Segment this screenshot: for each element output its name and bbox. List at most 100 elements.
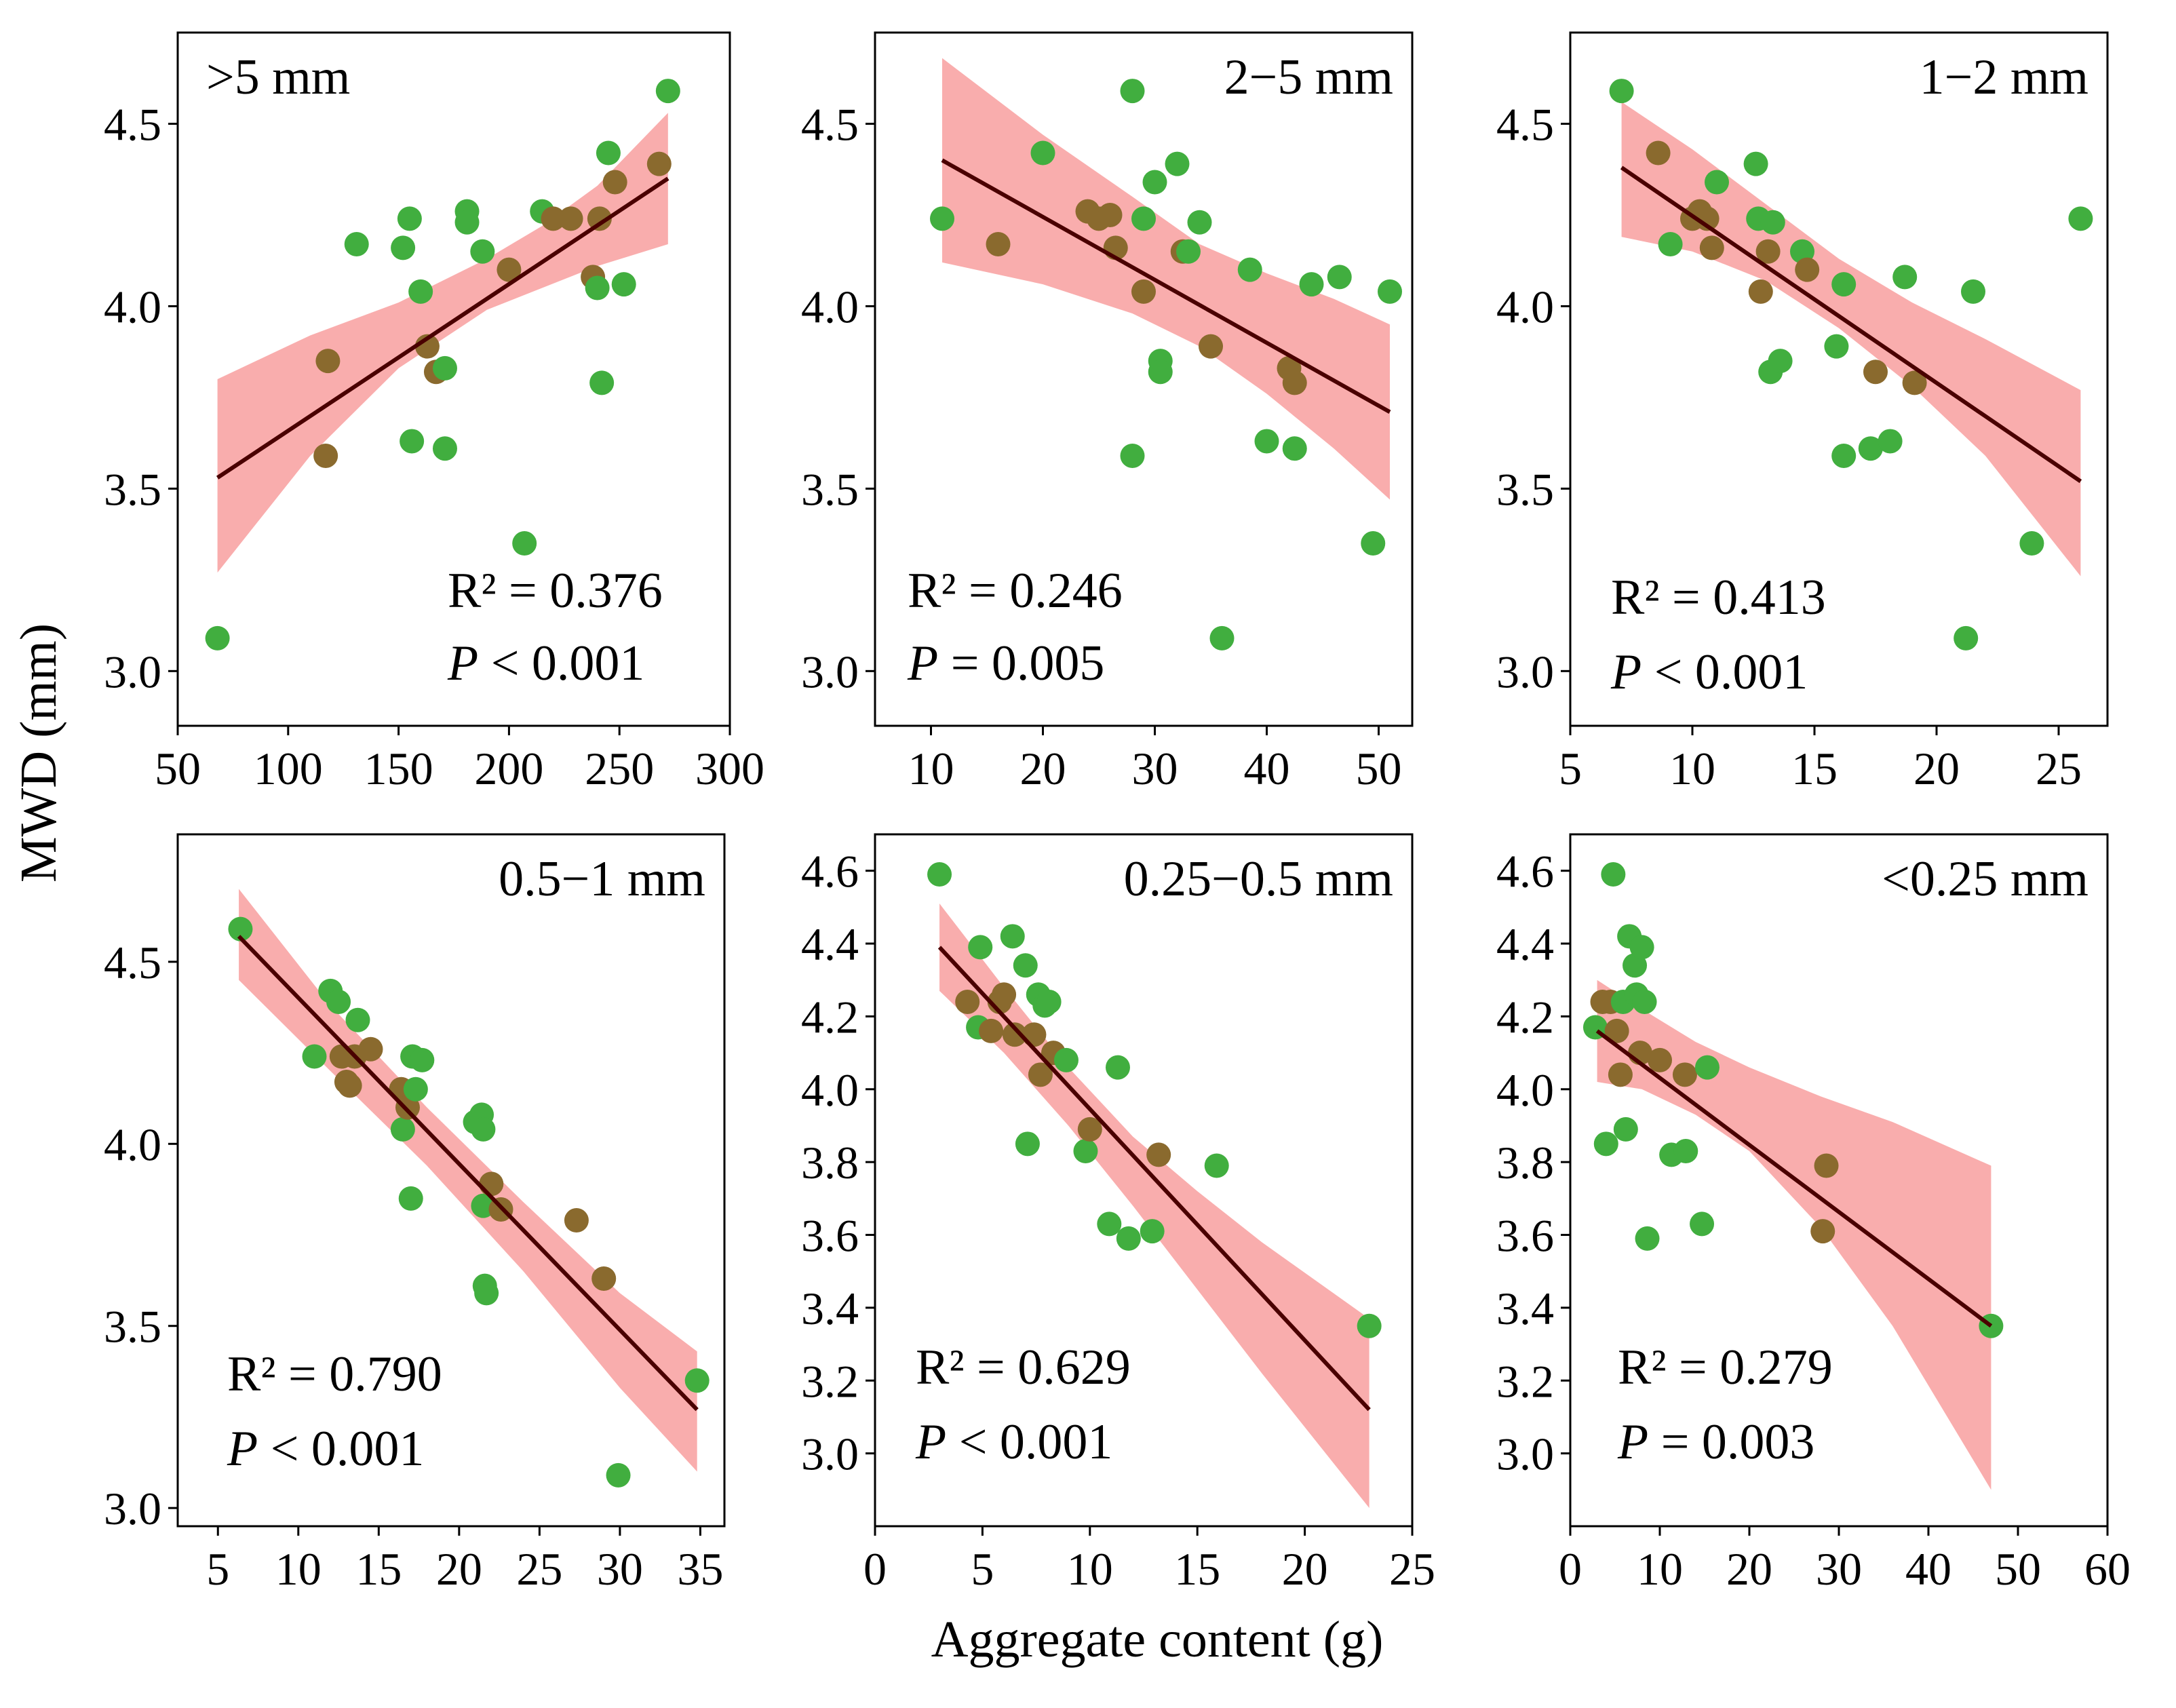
r-squared-label: R² = 0.629 bbox=[916, 1340, 1131, 1395]
data-point bbox=[315, 349, 341, 374]
y-tick-label: 4.5 bbox=[801, 98, 859, 150]
p-value: < 0.001 bbox=[478, 636, 644, 691]
y-tick-label: 3.0 bbox=[1496, 1429, 1554, 1480]
data-point bbox=[326, 989, 351, 1014]
data-point bbox=[2019, 531, 2044, 556]
x-tick-label: 15 bbox=[355, 1543, 402, 1595]
data-point bbox=[1609, 79, 1634, 104]
confidence-band bbox=[1597, 979, 1992, 1490]
data-point bbox=[1361, 531, 1386, 556]
data-point bbox=[397, 206, 422, 231]
data-point bbox=[470, 239, 495, 264]
data-point bbox=[1748, 279, 1773, 304]
data-point bbox=[1831, 443, 1857, 468]
p-value: < 0.001 bbox=[946, 1414, 1112, 1470]
x-tick-label: 5 bbox=[1559, 743, 1582, 794]
x-tick-label: 15 bbox=[1174, 1543, 1220, 1595]
data-point bbox=[1002, 1022, 1027, 1047]
confidence-band bbox=[1621, 102, 2081, 577]
data-point bbox=[1690, 1211, 1715, 1237]
y-tick-label: 3.5 bbox=[1496, 463, 1554, 515]
x-tick-label: 5 bbox=[206, 1543, 229, 1595]
data-point bbox=[1357, 1313, 1382, 1338]
chart-panel-1: 50 100 150 200 250 300 3.0 3.5 4.0 4.5 >5 mm R² = 0… bbox=[104, 31, 764, 794]
x-tick-label: 50 bbox=[155, 743, 201, 794]
data-point bbox=[596, 140, 621, 166]
data-point bbox=[1187, 210, 1212, 235]
p-value-label: P < 0.001 bbox=[915, 1414, 1112, 1470]
data-point bbox=[1140, 1219, 1165, 1244]
chart-panel-5: 0 5 10 15 20 25 3.0 3.2 3.4 3.6 3.8 4.0 4.2 4.4 4.6 0.2… bbox=[801, 833, 1435, 1595]
data-point bbox=[1022, 1022, 1047, 1047]
confidence-band bbox=[942, 58, 1390, 500]
x-tick-label: 20 bbox=[1913, 743, 1960, 794]
data-point bbox=[1204, 1153, 1229, 1178]
y-tick-label: 4.0 bbox=[104, 281, 161, 332]
data-point bbox=[390, 1117, 415, 1142]
x-tick-label: 25 bbox=[516, 1543, 562, 1595]
data-point bbox=[1810, 1219, 1835, 1244]
plot-frame bbox=[176, 833, 726, 1528]
y-tick-label: 3.8 bbox=[801, 1137, 859, 1188]
x-tick-label: 10 bbox=[1669, 743, 1715, 794]
x-tick-label: 20 bbox=[1020, 743, 1066, 794]
data-point bbox=[986, 231, 1011, 256]
x-tick-label: 20 bbox=[1282, 1543, 1328, 1595]
data-point bbox=[1209, 625, 1235, 651]
x-tick-label: 100 bbox=[254, 743, 323, 794]
data-point bbox=[398, 1186, 423, 1211]
data-point bbox=[1673, 1139, 1698, 1164]
r-squared-label: R² = 0.246 bbox=[908, 563, 1123, 619]
data-point bbox=[1237, 257, 1262, 282]
panel-title: 1−2 mm bbox=[1920, 50, 2088, 105]
data-point bbox=[391, 235, 416, 260]
data-point bbox=[1892, 265, 1918, 290]
plot-frame bbox=[176, 31, 731, 727]
data-point bbox=[602, 170, 627, 195]
data-point bbox=[479, 1171, 504, 1197]
x-tick-label: 300 bbox=[695, 743, 764, 794]
y-tick-label: 4.0 bbox=[1496, 281, 1554, 332]
x-tick-label: 30 bbox=[1132, 743, 1178, 794]
data-point bbox=[1795, 257, 1820, 282]
x-tick-label: 50 bbox=[1356, 743, 1402, 794]
data-point bbox=[1743, 151, 1768, 176]
y-tick-label: 4.0 bbox=[801, 281, 859, 332]
y-tick-label: 3.0 bbox=[104, 1483, 161, 1534]
y-tick-label: 3.2 bbox=[1496, 1355, 1554, 1407]
data-point bbox=[408, 279, 433, 304]
data-point bbox=[1146, 1142, 1171, 1167]
data-point bbox=[344, 231, 369, 256]
data-point bbox=[1148, 360, 1173, 385]
y-tick-label: 4.2 bbox=[1496, 991, 1554, 1043]
data-point bbox=[1694, 206, 1720, 231]
confidence-band bbox=[239, 889, 697, 1472]
data-point bbox=[541, 206, 566, 231]
data-point bbox=[400, 429, 425, 454]
y-tick-label: 3.2 bbox=[801, 1355, 859, 1407]
data-point bbox=[1282, 436, 1307, 461]
data-point bbox=[1648, 1047, 1672, 1072]
x-tick-label: 25 bbox=[2036, 743, 2082, 794]
y-tick-label: 3.4 bbox=[1496, 1283, 1554, 1334]
x-tick-label: 40 bbox=[1244, 743, 1290, 794]
data-point bbox=[564, 1208, 589, 1233]
data-point bbox=[1824, 334, 1849, 359]
data-point bbox=[497, 257, 522, 282]
data-point bbox=[228, 916, 253, 942]
y-tick-label: 3.8 bbox=[1496, 1137, 1554, 1188]
data-point bbox=[611, 272, 636, 297]
data-point bbox=[1097, 202, 1123, 227]
p-value-label: P < 0.001 bbox=[1610, 644, 1808, 700]
data-point bbox=[1327, 265, 1352, 290]
data-point bbox=[955, 989, 980, 1014]
r-squared-label: R² = 0.790 bbox=[227, 1346, 442, 1402]
panel-title: 0.25−0.5 mm bbox=[1124, 851, 1393, 907]
data-point bbox=[1199, 334, 1223, 359]
p-value-label: P < 0.001 bbox=[447, 636, 644, 691]
p-symbol: P bbox=[907, 636, 938, 691]
data-point bbox=[1053, 1047, 1079, 1072]
data-point bbox=[1105, 1055, 1130, 1080]
